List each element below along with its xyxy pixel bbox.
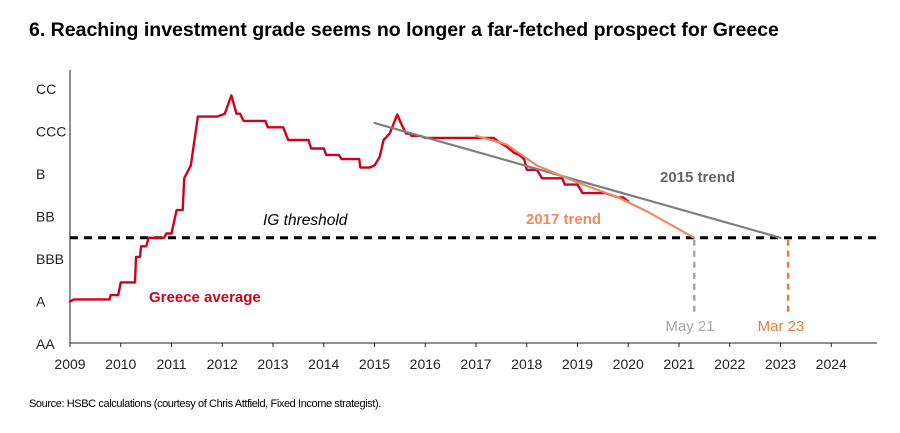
y-tick-label: B <box>36 166 45 182</box>
greece-average-label: Greece average <box>149 289 261 306</box>
x-tick-label: 2017 <box>460 356 491 372</box>
source-note: Source: HSBC calculations (courtesy of C… <box>29 398 381 410</box>
chart: 2009 2010 2011 2012 2013 2014 2015 2016 2017 2018… <box>36 70 877 372</box>
series-lines <box>68 94 782 303</box>
greece-average-line <box>68 94 630 303</box>
x-tick-label: 2024 <box>816 356 847 372</box>
reference-lines <box>70 236 877 312</box>
y-tick-label: BBB <box>36 251 64 267</box>
marker-mar23-label: Mar 23 <box>758 318 805 335</box>
x-tick-label: 2019 <box>562 356 593 372</box>
trend-2015-label: 2015 trend <box>660 169 735 186</box>
x-axis-ticks: 2009 2010 2011 2012 2013 2014 2015 2016 2017 2018… <box>54 343 847 372</box>
trend-2017-label: 2017 trend <box>526 211 601 228</box>
x-tick-label: 2021 <box>663 356 694 372</box>
y-tick-label: A <box>36 294 46 310</box>
x-tick-label: 2009 <box>54 356 85 372</box>
y-tick-label: CC <box>36 81 56 97</box>
x-tick-label: 2012 <box>207 356 238 372</box>
x-tick-label: 2014 <box>308 356 339 372</box>
chart-title: 6. Reaching investment grade seems no lo… <box>29 19 779 41</box>
x-tick-label: 2023 <box>765 356 796 372</box>
x-tick-label: 2011 <box>156 356 186 372</box>
x-tick-label: 2018 <box>511 356 542 372</box>
x-tick-label: 2016 <box>410 356 441 372</box>
x-tick-label: 2022 <box>714 356 745 372</box>
trend-2015-line <box>373 121 782 239</box>
x-tick-label: 2010 <box>105 356 136 372</box>
x-tick-label: 2013 <box>257 356 288 372</box>
marker-may21-label: May 21 <box>665 318 714 335</box>
ig-threshold-label: IG threshold <box>263 212 349 229</box>
x-tick-label: 2015 <box>359 356 390 372</box>
trend-2017-line <box>474 134 696 239</box>
y-tick-label: CCC <box>36 124 66 140</box>
y-tick-label: AA <box>36 336 55 352</box>
x-tick-label: 2020 <box>613 356 644 372</box>
y-tick-label: BB <box>36 209 55 225</box>
